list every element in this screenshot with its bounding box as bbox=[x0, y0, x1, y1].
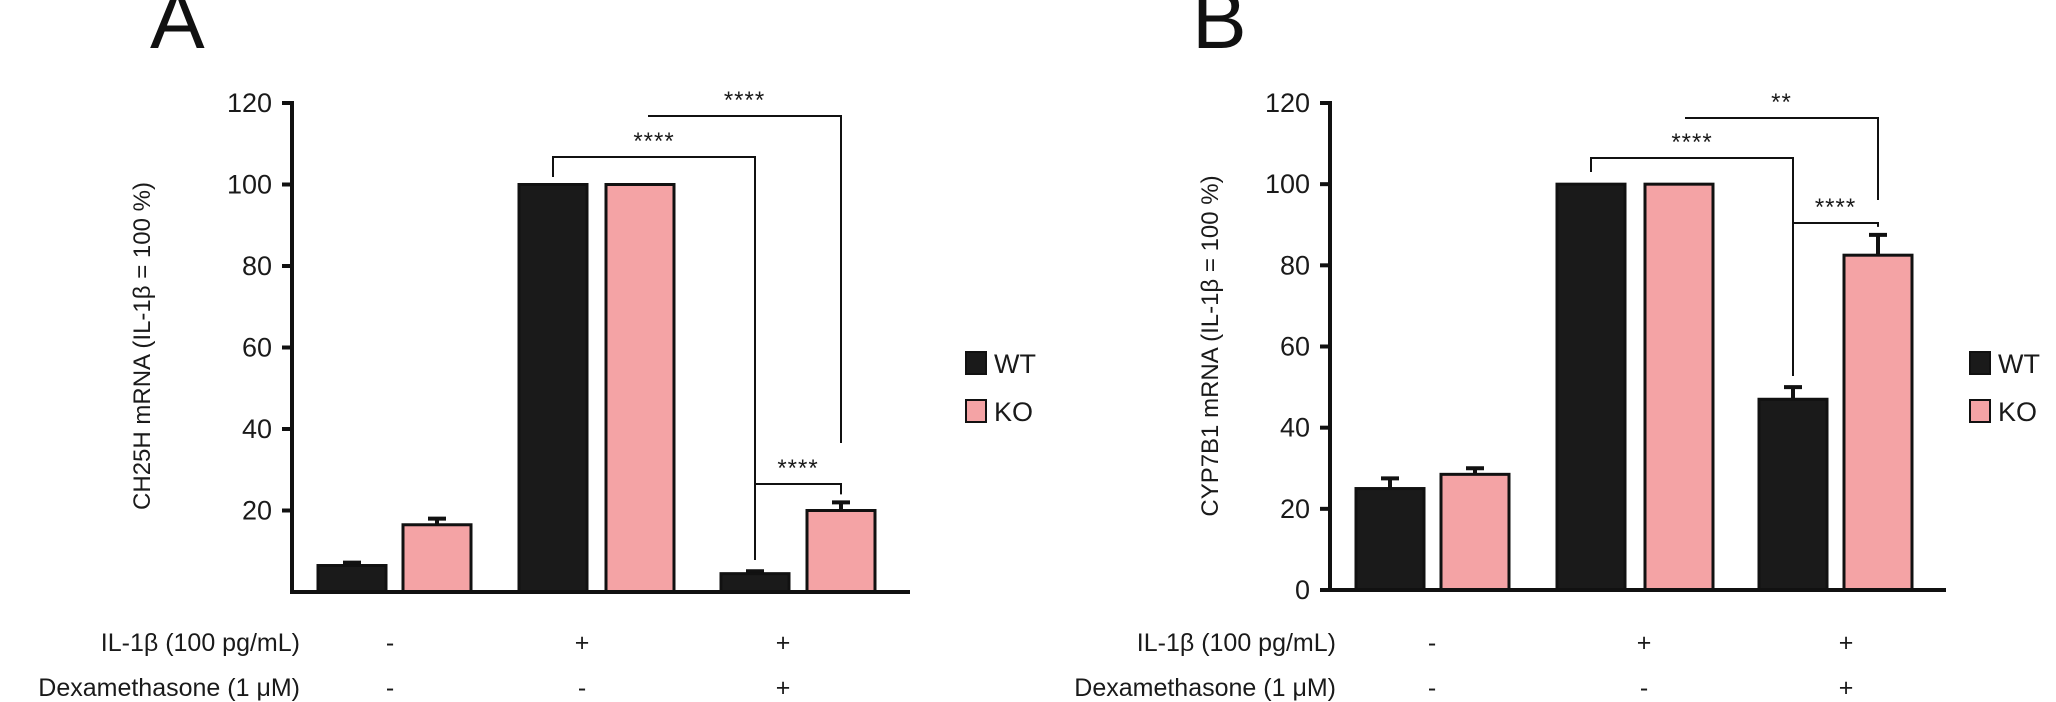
significance-label: **** bbox=[1671, 129, 1712, 156]
condition-label-il1b: IL-1β (100 pg/mL) bbox=[1137, 629, 1336, 657]
condition-value: - bbox=[1428, 629, 1436, 657]
y-tick-label: 60 bbox=[242, 333, 272, 363]
bar-wt-1 bbox=[1354, 487, 1426, 592]
legend-label-wt: WT bbox=[994, 349, 1036, 379]
bar-ko-3 bbox=[1842, 253, 1914, 592]
condition-value: + bbox=[1839, 674, 1854, 702]
plot-area-a: 20 40 60 80 100 120 - + + - - + **** **** **** bbox=[227, 87, 910, 702]
legend-swatch-ko bbox=[1969, 399, 1991, 423]
y-tick-label: 80 bbox=[242, 251, 272, 281]
y-tick-label: 40 bbox=[242, 414, 272, 444]
bar-ko-2 bbox=[604, 183, 676, 594]
y-tick-label: 100 bbox=[227, 170, 272, 200]
panel-label-a: A bbox=[150, 0, 205, 66]
condition-label-il1b: IL-1β (100 pg/mL) bbox=[101, 629, 300, 657]
legend-label-wt: WT bbox=[1998, 349, 2040, 379]
y-tick-label: 100 bbox=[1265, 169, 1310, 199]
legend-label-ko: KO bbox=[994, 397, 1033, 427]
y-tick-label: 120 bbox=[227, 88, 272, 118]
significance-label: **** bbox=[633, 128, 674, 155]
condition-value: + bbox=[1839, 629, 1854, 657]
bar-wt-3 bbox=[719, 572, 791, 594]
condition-label-dexamethasone: Dexamethasone (1 μM) bbox=[38, 674, 300, 702]
bar-wt-2 bbox=[517, 183, 589, 594]
y-tick-label: 40 bbox=[1280, 413, 1310, 443]
y-tick-label: 120 bbox=[1265, 88, 1310, 118]
y-tick-label: 60 bbox=[1280, 332, 1310, 362]
legend-swatch-wt bbox=[1969, 351, 1991, 375]
y-tick-label: 20 bbox=[1280, 494, 1310, 524]
legend-b: WT KO bbox=[1969, 349, 2040, 427]
panel-b: B CYP7B1 mRNA (IL-1β = 100 %) WT KO IL-1… bbox=[1074, 0, 2040, 702]
legend-swatch-ko bbox=[965, 399, 987, 423]
significance-bracket bbox=[754, 483, 842, 560]
condition-value: - bbox=[1640, 674, 1648, 702]
legend-swatch-wt bbox=[965, 351, 987, 375]
condition-value: + bbox=[1637, 629, 1652, 657]
bar-wt-2 bbox=[1555, 182, 1627, 592]
condition-label-dexamethasone: Dexamethasone (1 μM) bbox=[1074, 674, 1336, 702]
significance-bracket bbox=[1792, 222, 1879, 376]
bar-wt-1 bbox=[316, 564, 388, 594]
y-axis-label-a: CH25H mRNA (IL-1β = 100 %) bbox=[129, 182, 156, 510]
bar-ko-1 bbox=[401, 523, 473, 594]
condition-value: + bbox=[575, 629, 590, 657]
y-axis-label-b: CYP7B1 mRNA (IL-1β = 100 %) bbox=[1197, 175, 1224, 516]
condition-value: - bbox=[1428, 674, 1436, 702]
legend-a: WT KO bbox=[965, 349, 1036, 427]
significance-label: **** bbox=[1815, 194, 1856, 221]
significance-label: **** bbox=[724, 87, 765, 114]
condition-value: - bbox=[578, 674, 586, 702]
panel-a: A CH25H mRNA (IL-1β = 100 %) WT KO IL-1β… bbox=[38, 0, 1036, 702]
legend-label-ko: KO bbox=[1998, 397, 2037, 427]
condition-value: + bbox=[776, 629, 791, 657]
condition-value: - bbox=[386, 629, 394, 657]
bar-ko-2 bbox=[1643, 182, 1715, 592]
bar-wt-3 bbox=[1757, 397, 1829, 592]
significance-label: ** bbox=[1771, 89, 1792, 116]
condition-value: - bbox=[386, 674, 394, 702]
bar-ko-1 bbox=[1439, 472, 1511, 592]
y-tick-label: 20 bbox=[242, 496, 272, 526]
significance-bracket bbox=[1685, 117, 1879, 200]
y-tick-label: 80 bbox=[1280, 250, 1310, 280]
panel-label-b: B bbox=[1192, 0, 1247, 66]
y-tick-label: 0 bbox=[1295, 575, 1310, 605]
bar-ko-3 bbox=[805, 509, 877, 594]
significance-bracket bbox=[552, 156, 756, 560]
significance-bracket bbox=[648, 115, 842, 443]
condition-value: + bbox=[776, 674, 791, 702]
significance-label: **** bbox=[777, 455, 818, 482]
